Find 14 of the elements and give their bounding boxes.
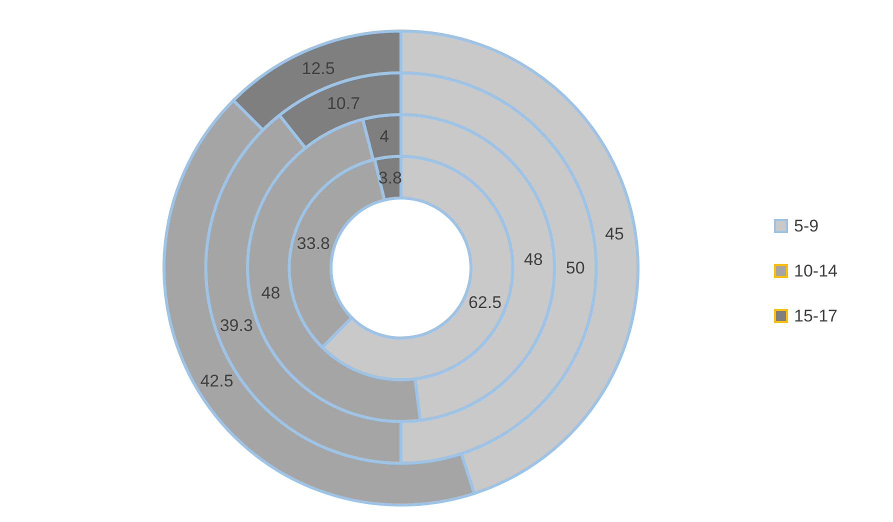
- legend-label: 5-9: [794, 216, 819, 236]
- data-label: 48: [524, 250, 543, 270]
- data-label: 50: [566, 258, 585, 278]
- data-label: 42.5: [200, 371, 234, 390]
- data-label: 62.5: [468, 293, 502, 312]
- data-label: 39.3: [220, 316, 253, 336]
- legend-label: 10-14: [794, 262, 838, 280]
- data-label: 33.8: [296, 234, 330, 254]
- data-label: 12.5: [302, 58, 335, 78]
- data-label: 4: [380, 126, 390, 146]
- data-label: 45: [605, 224, 624, 244]
- legend-label: 15-17: [794, 306, 838, 326]
- data-label: 48: [261, 283, 280, 302]
- data-label: 10.7: [326, 94, 360, 113]
